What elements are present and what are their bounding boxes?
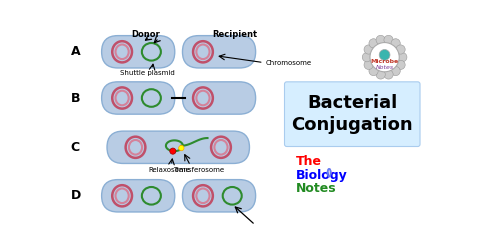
Text: C: C: [71, 141, 80, 154]
Circle shape: [179, 145, 184, 151]
Text: Biology: Biology: [296, 169, 348, 181]
Circle shape: [364, 45, 373, 54]
Circle shape: [379, 49, 390, 60]
FancyBboxPatch shape: [285, 82, 420, 146]
Text: B: B: [71, 91, 80, 105]
Circle shape: [396, 60, 405, 70]
Circle shape: [391, 67, 400, 76]
Circle shape: [398, 53, 407, 62]
Text: Shuttle plasmid: Shuttle plasmid: [120, 70, 175, 76]
Text: Notes: Notes: [375, 65, 394, 70]
FancyBboxPatch shape: [102, 82, 175, 114]
Circle shape: [384, 70, 393, 79]
FancyBboxPatch shape: [182, 82, 256, 114]
Text: Chromosome: Chromosome: [265, 60, 312, 66]
Text: Recipient: Recipient: [212, 30, 257, 39]
FancyBboxPatch shape: [182, 180, 256, 212]
FancyBboxPatch shape: [102, 36, 175, 68]
Circle shape: [364, 60, 373, 70]
Circle shape: [369, 67, 378, 76]
Circle shape: [396, 45, 405, 54]
Text: Microbe: Microbe: [371, 58, 399, 64]
Circle shape: [391, 39, 400, 48]
Text: Notes: Notes: [296, 182, 336, 195]
Text: A: A: [71, 45, 80, 58]
Circle shape: [170, 148, 176, 154]
Circle shape: [376, 70, 385, 79]
Circle shape: [370, 43, 399, 72]
Text: Bacterial: Bacterial: [307, 94, 397, 112]
FancyBboxPatch shape: [107, 131, 250, 164]
Text: D: D: [71, 189, 81, 202]
Circle shape: [376, 35, 385, 45]
Text: Transferosome: Transferosome: [173, 167, 224, 173]
Text: Donor: Donor: [132, 30, 160, 39]
FancyBboxPatch shape: [102, 180, 175, 212]
Circle shape: [369, 39, 378, 48]
Circle shape: [384, 35, 393, 45]
Text: Relaxosome: Relaxosome: [148, 167, 190, 173]
Text: Conjugation: Conjugation: [291, 116, 413, 134]
Circle shape: [362, 53, 372, 62]
FancyBboxPatch shape: [182, 36, 256, 68]
Text: The: The: [296, 155, 322, 168]
